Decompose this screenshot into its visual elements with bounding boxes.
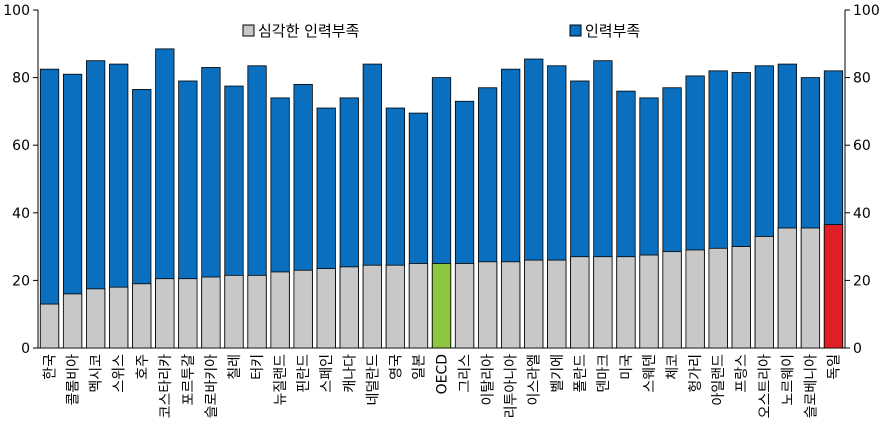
x-tick-label: 코스타리카 — [158, 354, 174, 419]
plot-area — [37, 10, 846, 349]
bar-severe — [362, 264, 382, 349]
x-tick-label: 네덜란드 — [365, 354, 381, 406]
bar-severe — [62, 293, 83, 349]
y-tick-label-right: 20 — [853, 273, 871, 289]
x-tick-label: 헝가리 — [688, 354, 704, 393]
bar-severe — [524, 259, 544, 349]
y-tick-label-right: 100 — [853, 3, 880, 19]
bar-severe — [201, 276, 221, 349]
legend-label-shortage: 인력부족 — [585, 22, 640, 40]
bar-severe — [132, 283, 152, 349]
x-tick-label: 폴란드 — [573, 354, 589, 393]
x-tick-label: 체코 — [665, 354, 681, 380]
x-tick-label: 터키 — [250, 354, 266, 380]
legend-label-severe: 심각한 인력부족 — [258, 22, 360, 40]
bar-severe — [731, 246, 751, 349]
x-tick-label: 스페인 — [319, 354, 335, 393]
bar-severe — [155, 278, 175, 349]
x-tick-label: 영국 — [388, 354, 404, 380]
x-tick-label: 이탈리아 — [481, 354, 497, 406]
x-tick-label: OECD — [435, 354, 451, 394]
bar-severe — [547, 259, 567, 349]
x-tick-label: 덴마크 — [596, 354, 612, 393]
bar-severe — [39, 303, 60, 349]
bar-severe — [501, 261, 521, 349]
bar-severe — [316, 268, 336, 349]
bar-severe — [616, 256, 636, 349]
y-tick-label-right: 80 — [853, 71, 871, 87]
bar-severe — [431, 263, 452, 349]
y-tick-label-left: 80 — [12, 71, 30, 87]
x-tick-label: 스위스 — [112, 354, 128, 393]
x-tick-label: 한국 — [43, 354, 59, 380]
bar-severe — [477, 261, 498, 349]
y-tick-label-right: 0 — [853, 341, 862, 357]
legend-swatch-shortage — [569, 24, 582, 37]
x-tick-label: 일본 — [411, 354, 427, 380]
x-tick-label: 벨기에 — [550, 354, 566, 393]
y-tick-label-right: 40 — [853, 206, 871, 222]
bar-severe — [109, 286, 129, 349]
x-tick-label: 이스라엘 — [527, 354, 543, 406]
x-tick-label: 노르웨이 — [780, 354, 796, 406]
bar-severe — [339, 266, 359, 349]
bar-severe — [800, 227, 821, 349]
y-axis-left: 0 20 40 60 80 100 — [3, 3, 38, 357]
x-tick-label: 슬로바키아 — [204, 354, 220, 419]
x-tick-label: 아일랜드 — [711, 354, 727, 406]
y-tick-label-left: 0 — [21, 341, 30, 357]
bar-severe — [570, 256, 590, 349]
bar-severe — [454, 263, 475, 349]
bar-severe — [593, 256, 613, 349]
legend-swatch-severe — [242, 24, 255, 37]
bar-severe — [685, 249, 705, 349]
y-tick-label-right: 60 — [853, 138, 871, 154]
x-tick-label: 미국 — [619, 354, 635, 380]
bar-severe — [754, 236, 774, 349]
x-tick-label: 칠레 — [227, 354, 243, 380]
x-tick-label: 핀란드 — [296, 354, 312, 393]
x-tick-label: 리투아니아 — [504, 354, 520, 419]
y-axis-right: 0 20 40 60 80 100 — [845, 3, 880, 357]
bar-severe — [708, 247, 728, 349]
x-tick-label: 캐나다 — [342, 354, 358, 393]
x-tick-label: 프랑스 — [734, 354, 750, 393]
x-tick-label: 오스트리아 — [757, 354, 773, 419]
x-tick-label: 독일 — [826, 354, 842, 380]
x-axis: 한국 콜롬비아 멕시코 스위스 호주 코스타리카 포르투갈 슬로바키아 칠레 터키 뉴질랜드 핀란드 스… — [43, 354, 843, 419]
y-tick-label-left: 60 — [12, 138, 30, 154]
legend: 심각한 인력부족 인력부족 — [242, 22, 640, 40]
bar-severe — [408, 263, 429, 349]
x-tick-label: 멕시코 — [89, 354, 105, 393]
bar-severe — [86, 288, 106, 349]
x-tick-label: 뉴질랜드 — [273, 354, 289, 406]
bar-severe — [662, 251, 682, 349]
x-tick-label: 콜롬비아 — [66, 354, 82, 406]
bar-severe — [639, 254, 659, 349]
x-tick-label: 포르투갈 — [181, 354, 197, 406]
bar-severe — [224, 274, 244, 349]
x-tick-label: 스웨덴 — [642, 354, 658, 393]
y-tick-label-left: 100 — [3, 3, 30, 19]
bar-severe — [385, 264, 406, 349]
bar-severe — [293, 269, 313, 349]
bar-severe — [178, 278, 198, 349]
bar-severe — [823, 224, 844, 349]
bar-severe — [247, 274, 267, 349]
y-tick-label-left: 20 — [12, 273, 30, 289]
bar-severe — [777, 227, 797, 349]
x-tick-label: 그리스 — [458, 354, 474, 393]
x-tick-label: 호주 — [135, 354, 151, 380]
y-tick-label-left: 40 — [12, 206, 30, 222]
x-tick-label: 슬로베니아 — [803, 354, 819, 419]
bar-severe — [270, 271, 290, 349]
